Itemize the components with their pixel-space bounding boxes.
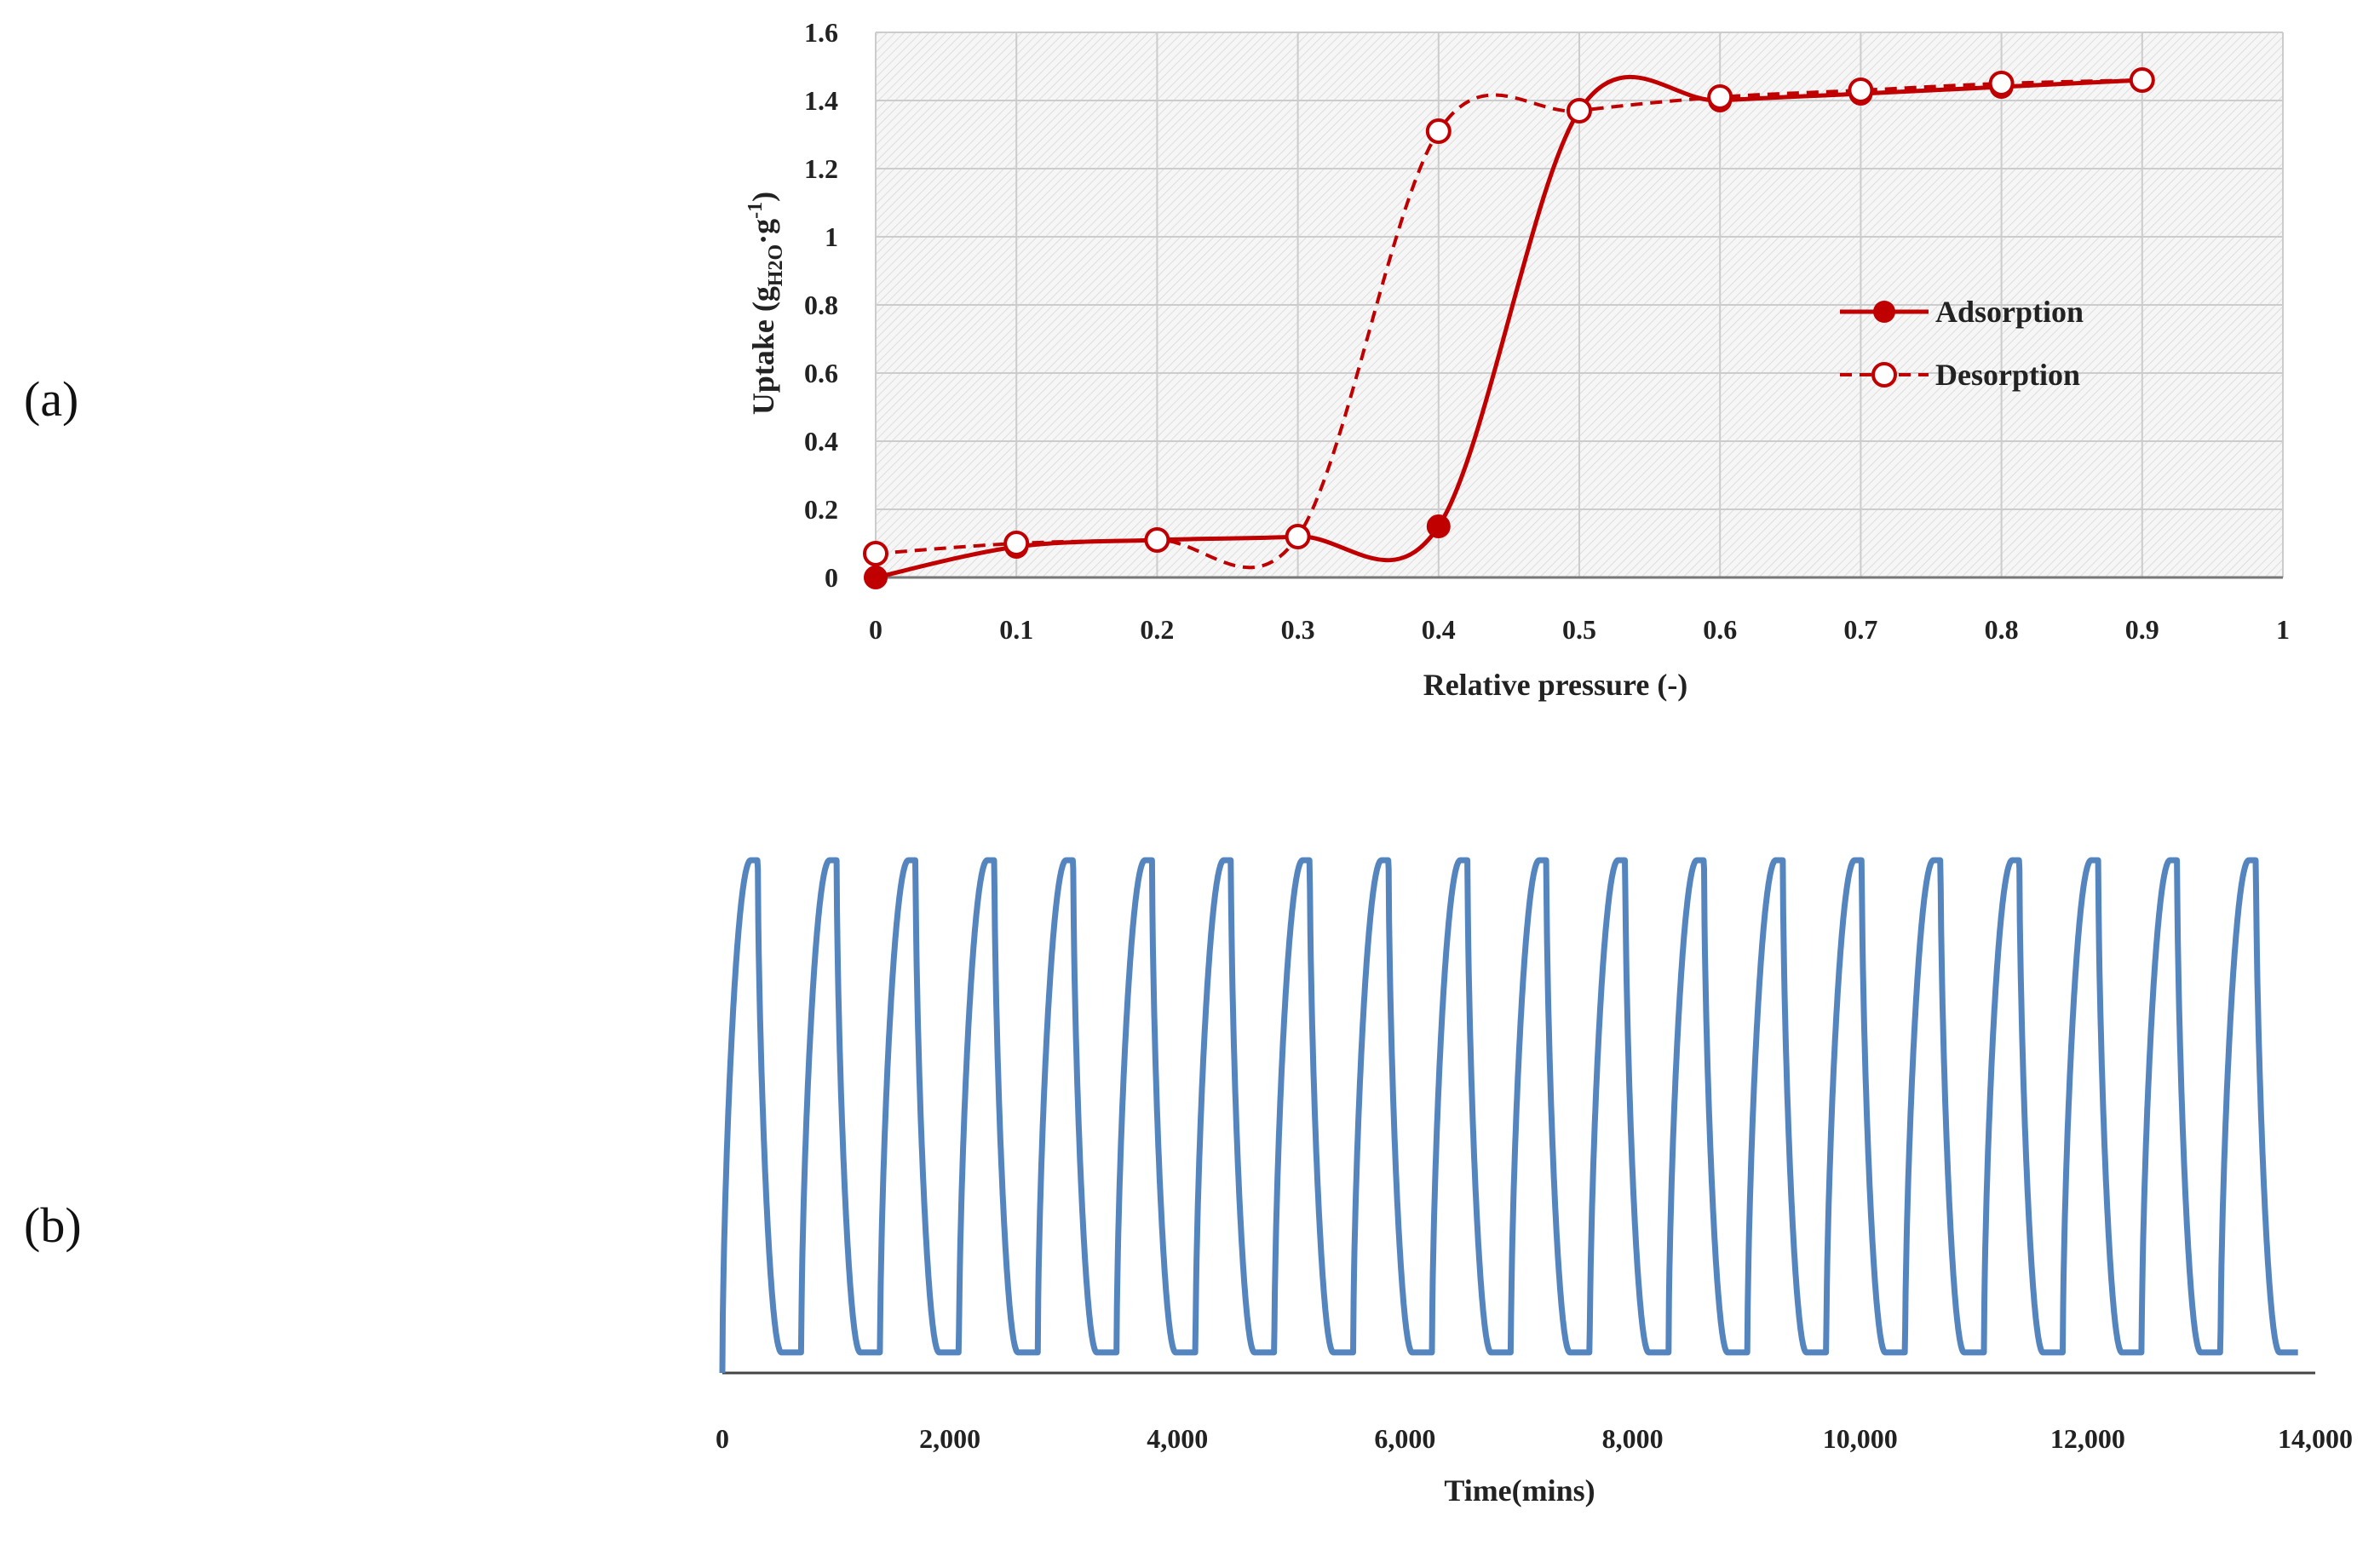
desorption-point	[863, 541, 888, 566]
desorption-point	[2129, 67, 2155, 93]
y-tick-label: 1.2	[804, 153, 838, 184]
x-axis-label: Time(mins)	[1444, 1473, 1595, 1508]
x-tick-label: 0.3	[1281, 614, 1315, 645]
legend-adsorption-label: Adsorption	[1935, 295, 2084, 329]
panel-b-label: (b)	[24, 1198, 82, 1253]
adsorption-point	[864, 566, 888, 589]
desorption-point	[1144, 527, 1170, 553]
adsorption-line	[875, 74, 2142, 580]
legend-desorption-label: Desorption	[1935, 358, 2080, 392]
x-tick-label: 0.6	[1703, 614, 1737, 645]
y-tick-labels: 0 0.2 0.4 0.6 0.8 1 1.2 1.4 1.6	[804, 17, 838, 593]
y-tick-label: 0.8	[804, 290, 838, 320]
x-tick-label: 12,000	[2050, 1423, 2125, 1454]
x-tick-label: 0	[869, 614, 882, 645]
marker-layer	[863, 67, 2155, 589]
x-tick-label: 6,000	[1374, 1423, 1435, 1454]
desorption-point	[1567, 98, 1592, 123]
x-tick-label: 1	[2276, 614, 2290, 645]
y-tick-label: 1.6	[804, 17, 838, 48]
x-tick-label: 0.8	[1985, 614, 2019, 645]
cycling-chart: 0 2,000 4,000 6,000 8,000 10,000 12,000 14,000 …	[716, 857, 2353, 1508]
x-tick-label: 8,000	[1602, 1423, 1664, 1454]
series-layer	[719, 857, 2301, 1374]
legend-adsorption-marker	[1873, 301, 1895, 323]
series-layer	[875, 74, 2142, 580]
x-tick-label: 0	[716, 1423, 729, 1454]
panel-a-label: (a)	[24, 371, 78, 427]
x-tick-label: 0.9	[2125, 614, 2159, 645]
desorption-line	[875, 78, 2142, 570]
y-axis-label: Uptake (gH2O·g-1)	[744, 192, 787, 415]
x-tick-label: 14,000	[2278, 1423, 2353, 1454]
y-tick-label: 0	[825, 562, 838, 593]
cycle-line	[719, 857, 2301, 1374]
desorption-point	[1003, 531, 1030, 556]
x-tick-label: 0.5	[1562, 614, 1596, 645]
y-tick-label: 0.2	[804, 494, 838, 525]
x-tick-label: 4,000	[1147, 1423, 1208, 1454]
x-axis-label: Relative pressure (-)	[1423, 668, 1688, 702]
desorption-point	[1707, 84, 1733, 110]
desorption-point	[1988, 71, 2015, 96]
legend: Adsorption Desorption	[1840, 295, 2084, 392]
x-tick-label: 0.4	[1422, 614, 1456, 645]
legend-desorption-marker	[1871, 362, 1897, 388]
y-tick-label: 0.4	[804, 426, 838, 457]
x-tick-label: 10,000	[1823, 1423, 1898, 1454]
y-tick-label: 1	[825, 221, 838, 252]
x-tick-label: 0.2	[1140, 614, 1174, 645]
desorption-point	[1848, 78, 1874, 103]
x-tick-label: 0.7	[1843, 614, 1877, 645]
x-tick-label: 0.1	[999, 614, 1033, 645]
isotherm-chart: 0 0.1 0.2 0.3 0.4 0.5 0.6 0.7 0.8 0.9 1 0 0.2 0.4 0.6…	[744, 17, 2290, 702]
desorption-point	[1425, 118, 1452, 144]
x-tick-labels: 0 0.1 0.2 0.3 0.4 0.5 0.6 0.7 0.8 0.9 1	[869, 614, 2290, 645]
adsorption-point	[1426, 514, 1451, 538]
x-tick-labels: 0 2,000 4,000 6,000 8,000 10,000 12,000 14,000	[716, 1423, 2353, 1454]
y-tick-label: 1.4	[804, 85, 838, 116]
grid-lines	[875, 32, 2284, 578]
y-tick-label: 0.6	[804, 358, 838, 388]
x-tick-label: 2,000	[919, 1423, 980, 1454]
desorption-point	[1285, 524, 1311, 549]
